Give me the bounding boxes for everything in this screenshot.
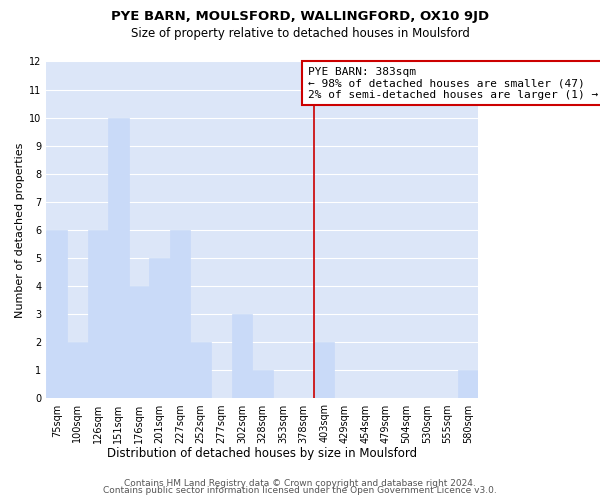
Bar — [458, 370, 478, 398]
Bar — [170, 230, 190, 398]
Bar — [314, 342, 334, 398]
Text: Contains public sector information licensed under the Open Government Licence v3: Contains public sector information licen… — [103, 486, 497, 495]
Bar — [46, 230, 67, 398]
Bar — [190, 342, 211, 398]
Y-axis label: Number of detached properties: Number of detached properties — [15, 142, 25, 318]
Bar — [252, 370, 273, 398]
Bar — [232, 314, 252, 398]
Bar — [67, 342, 88, 398]
Bar — [88, 230, 108, 398]
Text: PYE BARN: 383sqm
← 98% of detached houses are smaller (47)
2% of semi-detached h: PYE BARN: 383sqm ← 98% of detached house… — [308, 66, 598, 100]
X-axis label: Distribution of detached houses by size in Moulsford: Distribution of detached houses by size … — [107, 447, 418, 460]
Text: PYE BARN, MOULSFORD, WALLINGFORD, OX10 9JD: PYE BARN, MOULSFORD, WALLINGFORD, OX10 9… — [111, 10, 489, 23]
Text: Contains HM Land Registry data © Crown copyright and database right 2024.: Contains HM Land Registry data © Crown c… — [124, 478, 476, 488]
Bar — [108, 118, 128, 398]
Bar — [128, 286, 149, 399]
Text: Size of property relative to detached houses in Moulsford: Size of property relative to detached ho… — [131, 28, 469, 40]
Bar — [149, 258, 170, 398]
